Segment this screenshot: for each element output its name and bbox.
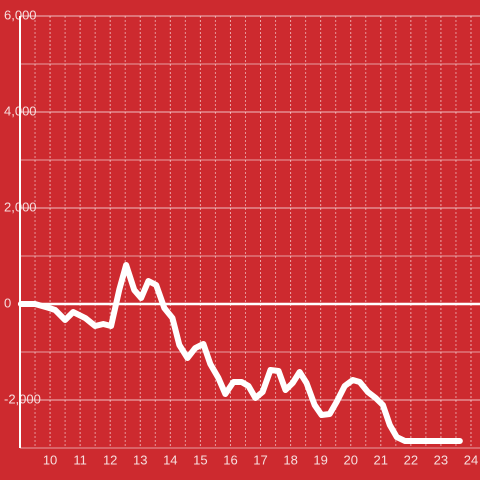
x-tick-label: 23 — [434, 452, 448, 467]
x-tick-label: 10 — [43, 452, 57, 467]
x-tick-label: 17 — [253, 452, 267, 467]
x-tick-label: 12 — [103, 452, 117, 467]
line — [17, 261, 463, 444]
x-tick-label: 18 — [283, 452, 297, 467]
y-tick-label: 0 — [4, 295, 11, 310]
x-tick-label: 22 — [404, 452, 418, 467]
x-tick-label: 16 — [223, 452, 237, 467]
x-tick-label: 20 — [343, 452, 357, 467]
x-tick-label: 19 — [313, 452, 327, 467]
y-tick-label: 6,000 — [4, 7, 37, 22]
x-tick-label: 15 — [193, 452, 207, 467]
x-tick-label: 21 — [374, 452, 388, 467]
x-tick-label: 11 — [73, 452, 87, 467]
x-tick-label: 24 — [464, 452, 478, 467]
x-tick-label: 14 — [163, 452, 177, 467]
x-tick-label: 13 — [133, 452, 147, 467]
y-tick-label: -2,000 — [4, 391, 41, 406]
